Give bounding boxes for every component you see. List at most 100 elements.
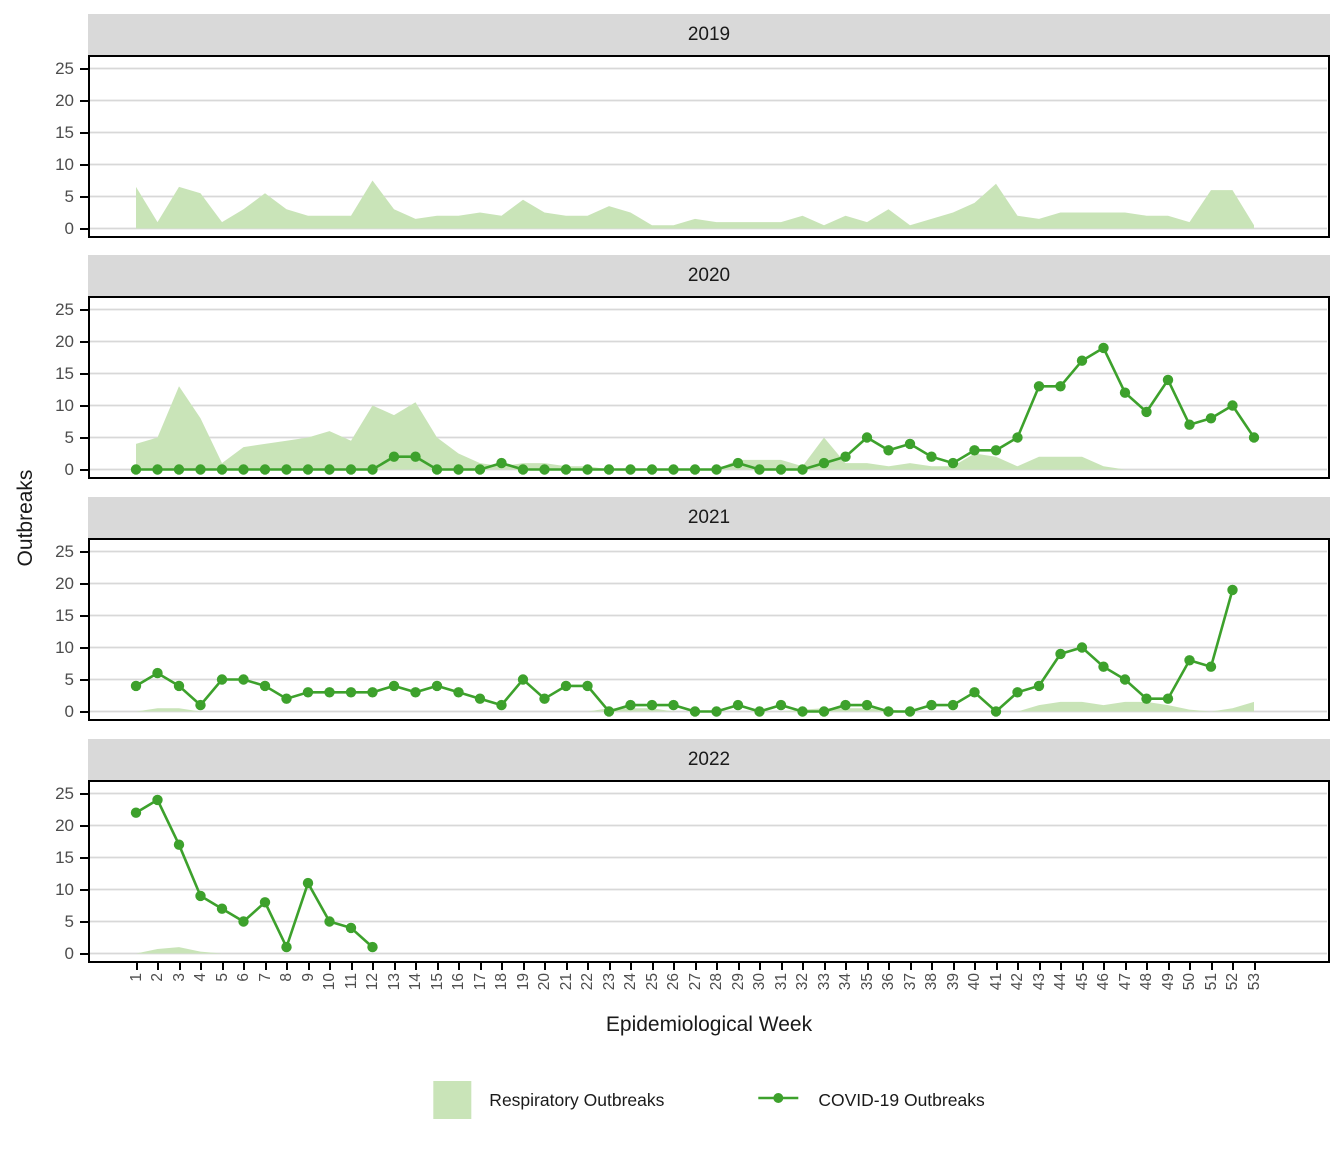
covid-point-2020-w36 (883, 445, 894, 456)
covid-point-2021-w43 (1033, 680, 1045, 692)
covid-point-2021-w15 (431, 680, 443, 692)
covid-point-2020-w16 (453, 464, 464, 475)
covid-point-2021-w21 (560, 680, 572, 692)
covid-point-2022-w3 (173, 839, 185, 850)
covid-point-2022-w4 (195, 890, 206, 902)
covid-point-2020-w19 (517, 464, 529, 475)
y-tick-label-2019-25: 25 (55, 59, 74, 78)
x-tick-label-6: 6 (235, 973, 252, 982)
x-tick-label-50: 50 (1181, 973, 1198, 991)
covid-line-2021 (135, 589, 1234, 714)
x-tick-mark-18 (501, 963, 503, 970)
x-tick-label-14: 14 (407, 973, 424, 991)
covid-point-2022-w9 (302, 877, 314, 889)
x-tick-label-36: 36 (880, 973, 897, 991)
covid-point-2022-w2 (152, 794, 163, 806)
x-tick-label-38: 38 (923, 973, 940, 991)
x-tick-label-4: 4 (192, 973, 209, 982)
covid-point-2021-w19 (517, 674, 529, 685)
x-tick-mark-52 (1232, 963, 1234, 970)
x-tick-label-18: 18 (493, 973, 510, 991)
covid-point-2021-w6 (238, 674, 249, 685)
x-tick-mark-3 (178, 963, 181, 970)
x-axis-title: Epidemiological Week (605, 1013, 813, 1036)
x-tick-mark-46 (1103, 963, 1105, 970)
covid-point-2020-w53 (1248, 432, 1260, 443)
y-tick-label-2021-20: 20 (55, 574, 74, 593)
x-tick-mark-20 (544, 963, 546, 970)
covid-point-2021-w46 (1098, 661, 1109, 672)
x-tick-mark-11 (350, 963, 353, 970)
x-tick-label-48: 48 (1138, 973, 1155, 991)
y-tick-label-2022-0: 0 (64, 944, 74, 963)
x-tick-mark-49 (1167, 963, 1170, 970)
x-tick-mark-26 (673, 963, 675, 970)
y-tick-label-2019-5: 5 (64, 187, 74, 206)
covid-point-2021-w35 (861, 699, 873, 711)
x-tick-mark-2 (157, 963, 159, 970)
y-tick-label-2020-25: 25 (55, 300, 74, 319)
covid-point-2021-w51 (1205, 661, 1217, 672)
legend: Respiratory Outbreaks COVID-19 Outbreaks (433, 1076, 985, 1124)
covid-point-2021-w41 (990, 706, 1002, 717)
y-tick-label-2019-20: 20 (55, 91, 74, 110)
legend-label-respiratory: Respiratory Outbreaks (489, 1089, 665, 1110)
covid-point-2020-w12 (367, 464, 378, 475)
covid-point-2020-w4 (195, 464, 206, 475)
x-tick-mark-43 (1038, 963, 1041, 970)
facet-strip-2022: 2022 (88, 739, 1330, 780)
facet-strip-2020: 2020 (88, 255, 1330, 296)
x-tick-label-21: 21 (557, 973, 575, 991)
x-tick-label-13: 13 (385, 973, 403, 991)
x-tick-mark-1 (135, 963, 138, 970)
x-tick-label-9: 9 (299, 973, 317, 982)
x-tick-label-11: 11 (342, 973, 360, 990)
y-tick-label-2019-0: 0 (64, 219, 74, 238)
y-tick-mark (80, 164, 88, 166)
y-tick-label-2019-15: 15 (55, 123, 74, 142)
x-tick-mark-50 (1189, 963, 1191, 970)
x-tick-label-45: 45 (1073, 973, 1091, 991)
covid-point-2022-w8 (281, 941, 292, 953)
y-tick-mark (80, 679, 88, 681)
x-tick-mark-10 (329, 963, 331, 970)
covid-point-2021-w5 (216, 674, 228, 685)
facet-strip-2021: 2021 (88, 497, 1330, 538)
covid-point-2020-w28 (711, 464, 722, 475)
covid-point-2021-w27 (689, 706, 701, 717)
x-tick-label-31: 31 (772, 973, 790, 991)
covid-point-2020-w27 (689, 464, 701, 475)
y-tick-label-2022-20: 20 (55, 816, 74, 835)
x-tick-label-3: 3 (170, 973, 188, 982)
covid-point-2020-w8 (281, 464, 292, 475)
covid-point-2020-w40 (969, 445, 980, 456)
y-tick-mark (80, 551, 88, 553)
covid-point-2020-w2 (152, 464, 163, 475)
y-tick-mark (80, 647, 88, 649)
covid-point-2020-w34 (840, 451, 851, 462)
covid-point-2020-w22 (582, 464, 593, 475)
y-tick-label-2020-20: 20 (55, 332, 74, 351)
covid-point-2020-w46 (1098, 342, 1109, 354)
x-tick-mark-41 (995, 963, 998, 970)
y-tick-mark (80, 68, 88, 70)
x-tick-mark-33 (823, 963, 826, 970)
covid-point-2021-w34 (840, 699, 851, 711)
covid-point-2020-w50 (1184, 419, 1195, 430)
covid-point-2020-w30 (754, 464, 765, 475)
covid-point-2021-w16 (453, 687, 464, 698)
x-tick-label-34: 34 (837, 973, 854, 991)
y-tick-mark (80, 373, 88, 375)
covid-point-2022-w1 (130, 807, 142, 818)
covid-point-2021-w3 (173, 680, 185, 692)
x-tick-label-46: 46 (1095, 973, 1112, 991)
panel-2022 (88, 780, 1330, 963)
panel-2021 (88, 538, 1330, 721)
y-tick-mark (80, 100, 88, 102)
respiratory-area-swatch-icon (433, 1081, 472, 1119)
covid-point-2020-w3 (173, 464, 185, 475)
covid-point-2022-w11 (345, 922, 357, 934)
covid-point-2020-w17 (474, 464, 486, 475)
covid-point-2022-w5 (216, 903, 228, 914)
covid-point-2021-w49 (1162, 693, 1174, 704)
